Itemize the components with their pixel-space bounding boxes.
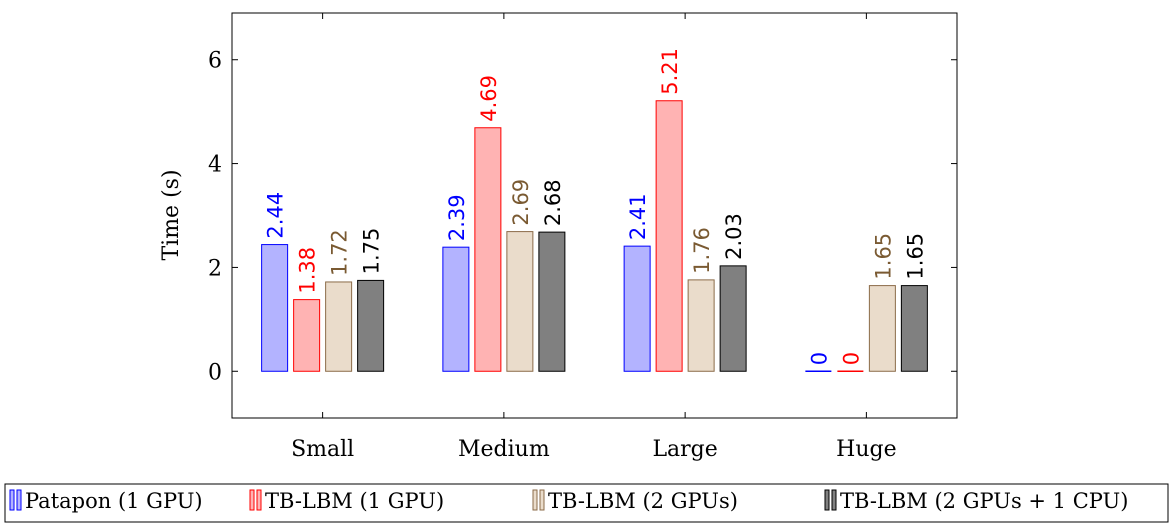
legend-swatch (539, 489, 545, 511)
x-tick-label: Huge (836, 437, 896, 462)
data-label: 1.65 (871, 233, 895, 280)
data-label: 4.69 (477, 75, 501, 122)
plot-area (231, 12, 958, 419)
y-axis-label: Time (s) (159, 169, 184, 260)
legend-swatch (9, 489, 15, 511)
data-label: 1.65 (903, 233, 927, 280)
data-labels-group: 2.44 1.38 1.72 1.75 2.39 4.69 2.69 2.68 2.41 5.21… (264, 48, 928, 365)
data-label: 2.69 (509, 179, 533, 226)
data-label: 1.75 (360, 228, 384, 275)
legend-swatch (532, 489, 538, 511)
x-tick-label: Large (652, 437, 717, 462)
data-label: 1.76 (690, 227, 714, 274)
bar (655, 100, 683, 372)
bar (474, 127, 502, 372)
bar (261, 244, 289, 372)
legend-label: TB-LBM (2 GPUs + 1 CPU) (840, 489, 1128, 513)
legend-swatch (256, 489, 262, 511)
bar (325, 281, 353, 372)
data-label: 2.68 (541, 179, 565, 226)
data-label: 2.39 (445, 194, 469, 241)
data-label: 1.38 (296, 247, 320, 294)
legend-box (4, 483, 1169, 523)
x-axis: Small Medium Large Huge (291, 13, 897, 462)
legend-label: TB-LBM (1 GPU) (265, 489, 444, 513)
data-label: 2.03 (722, 213, 746, 260)
bar (623, 245, 651, 372)
data-label: 2.44 (264, 192, 288, 239)
data-label: 2.41 (626, 193, 650, 240)
legend-swatch (249, 489, 255, 511)
data-label: 5.21 (658, 48, 682, 95)
bar (719, 265, 747, 372)
bar (900, 285, 928, 372)
legend-swatch (16, 489, 22, 511)
bars-group (261, 100, 928, 373)
bar (442, 246, 470, 372)
legend-label: Patapon (1 GPU) (25, 489, 203, 513)
y-tick-label: 4 (208, 153, 222, 178)
y-axis: 0 2 4 6 (208, 49, 957, 385)
bar (506, 231, 534, 372)
y-tick-label: 2 (208, 256, 222, 281)
y-tick-label: 6 (208, 49, 222, 74)
legend-label: TB-LBM (2 GPUs) (548, 489, 738, 513)
bar (357, 279, 385, 372)
bar (687, 279, 715, 372)
bar (868, 285, 896, 372)
y-tick-label: 0 (208, 360, 222, 385)
data-label: 1.72 (328, 229, 352, 276)
legend-swatch (831, 489, 837, 511)
bar (538, 231, 566, 372)
data-label: 0 (839, 352, 863, 365)
legend: Patapon (1 GPU) TB-LBM (1 GPU) TB-LBM (2 G… (9, 489, 1128, 513)
bar (293, 299, 321, 372)
data-label: 0 (807, 352, 831, 365)
x-tick-label: Medium (458, 437, 550, 462)
x-tick-label: Small (291, 437, 354, 462)
legend-swatch (824, 489, 830, 511)
